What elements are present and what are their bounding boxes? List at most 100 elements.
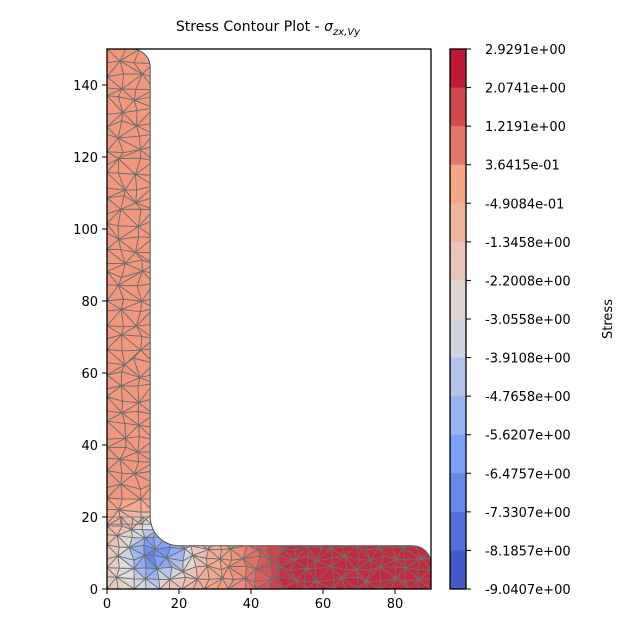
contour-cell	[219, 517, 235, 530]
contour-cell	[120, 202, 141, 210]
contour-cell	[315, 566, 335, 582]
contour-cell	[377, 527, 394, 537]
contour-cell	[136, 123, 154, 134]
contour-cell	[402, 517, 417, 526]
contour-cell	[122, 100, 137, 113]
y-tick-label: 100	[73, 223, 98, 238]
contour-cells	[107, 49, 431, 589]
mesh-element	[165, 524, 180, 537]
mesh-element	[107, 516, 124, 527]
contour-cell	[296, 526, 306, 539]
contour-cell	[124, 358, 140, 378]
mesh-element	[209, 524, 220, 541]
contour-cell	[155, 547, 171, 558]
mesh-element	[340, 525, 358, 539]
y-tick-label: 20	[81, 511, 98, 526]
mesh-element	[415, 515, 431, 531]
contour-cell	[157, 567, 172, 580]
contour-cell	[380, 556, 397, 567]
contour-cell	[119, 452, 139, 462]
contour-cell	[222, 578, 234, 589]
mesh-element	[329, 515, 347, 531]
contour-cell	[107, 309, 124, 327]
contour-cell	[341, 525, 358, 538]
contour-cell	[329, 517, 346, 531]
contour-cell	[218, 517, 230, 530]
contour-cell	[319, 517, 331, 531]
contour-cell	[402, 517, 421, 531]
contour-cell	[107, 412, 125, 424]
contour-cell	[416, 517, 431, 529]
contour-cell	[166, 524, 180, 536]
contour-cell	[107, 239, 121, 250]
contour-cell	[415, 529, 431, 540]
contour-cell	[107, 459, 123, 474]
colorbar-tick-label: -3.0558e+00	[485, 313, 571, 328]
mesh-element	[165, 523, 181, 537]
contour-cell	[290, 568, 308, 580]
contour-cell	[133, 62, 154, 74]
mesh-element	[171, 516, 181, 530]
contour-cell	[172, 517, 180, 529]
contour-cell	[191, 517, 210, 527]
contour-cell	[107, 233, 119, 250]
contour-cell	[357, 517, 367, 526]
mesh-element	[217, 528, 230, 541]
contour-cell	[207, 559, 222, 570]
contour-cell	[392, 547, 403, 560]
mesh-element	[376, 516, 399, 529]
mesh-element	[281, 529, 297, 540]
mesh-element	[119, 49, 142, 63]
contour-cell	[268, 579, 284, 589]
mesh-element	[255, 516, 270, 526]
contour-cell	[121, 371, 140, 386]
contour-cell	[121, 263, 143, 278]
mesh-element	[177, 523, 193, 540]
mesh-element	[254, 523, 273, 539]
contour-cell	[135, 174, 154, 190]
contour-cell	[306, 581, 319, 589]
contour-cell	[290, 560, 308, 571]
mesh-element	[217, 524, 230, 540]
contour-cell	[107, 498, 123, 510]
mesh-element	[295, 525, 307, 540]
contour-cell	[229, 517, 248, 530]
colorbar-band	[450, 87, 466, 127]
contour-cell	[277, 555, 295, 567]
mesh-element	[191, 516, 211, 528]
contour-cell	[272, 576, 284, 589]
contour-cell	[330, 529, 343, 538]
contour-cell	[107, 375, 122, 389]
mesh-element	[304, 516, 321, 531]
mesh-element	[305, 516, 323, 530]
mesh-element	[209, 525, 220, 540]
contour-cell	[228, 558, 247, 567]
contour-cell	[228, 566, 247, 579]
mesh-element	[377, 526, 394, 538]
contour-cell	[135, 158, 154, 175]
contour-cell	[179, 517, 198, 526]
contour-cell	[296, 529, 306, 539]
contour-cell	[191, 517, 210, 527]
colorbar-band	[450, 126, 466, 166]
contour-cell	[254, 525, 270, 538]
mesh-element	[291, 516, 306, 530]
mesh-element	[342, 516, 359, 530]
contour-cell	[220, 559, 232, 567]
contour-cell	[294, 555, 308, 569]
contour-cell	[119, 459, 139, 474]
mesh-element	[240, 516, 257, 526]
contour-cell	[229, 529, 243, 540]
mesh-element	[191, 525, 211, 540]
mesh-element	[130, 516, 145, 531]
contour-cell	[367, 527, 378, 538]
y-tick-label: 40	[81, 439, 98, 454]
mesh-element	[228, 525, 249, 541]
contour-cell	[281, 517, 292, 531]
contour-cell	[122, 350, 141, 365]
contour-cell	[107, 197, 121, 214]
mesh-element	[253, 524, 271, 538]
mesh-element	[218, 515, 231, 531]
colorbar-tick-label: -3.9108e+00	[485, 352, 571, 367]
contour-cell	[107, 61, 124, 77]
